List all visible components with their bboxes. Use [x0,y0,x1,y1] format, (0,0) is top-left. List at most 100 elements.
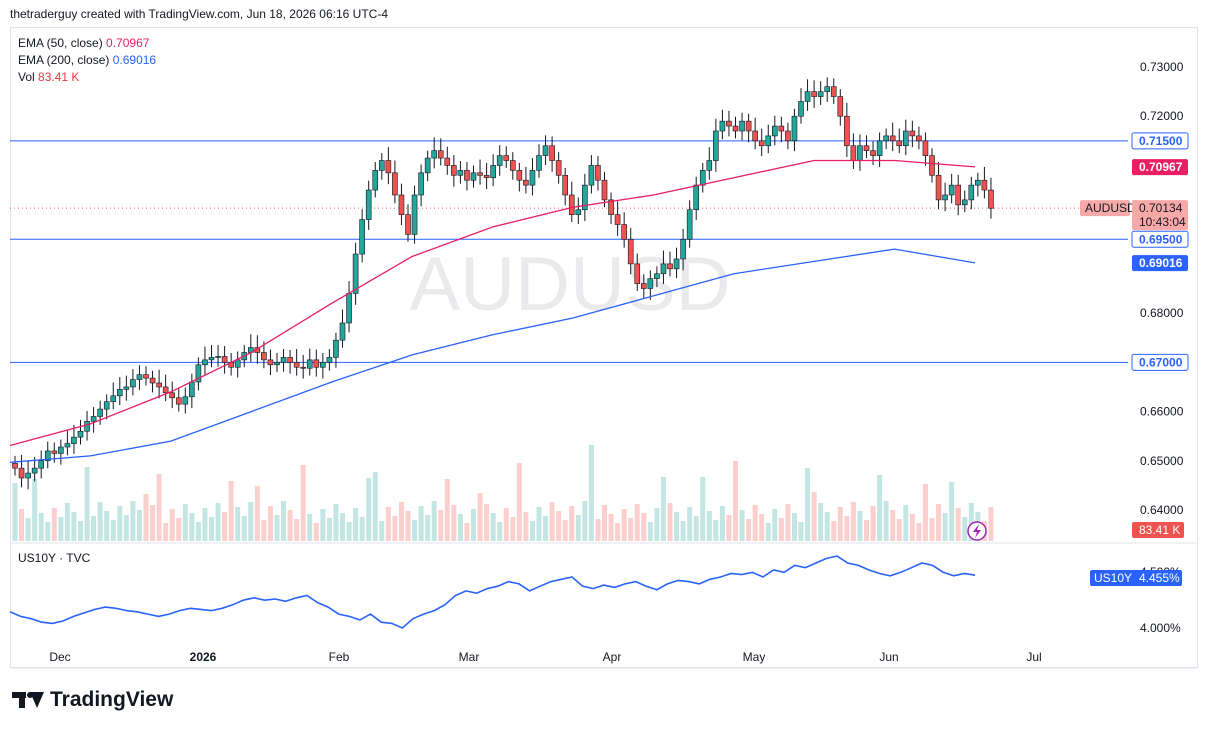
candle[interactable] [175,387,182,412]
candle[interactable] [431,137,438,169]
candle[interactable] [359,209,365,263]
price-badge[interactable]: 0.70967 [1132,159,1188,176]
candle[interactable] [483,162,490,190]
candle[interactable] [555,152,562,184]
candle[interactable] [909,120,916,148]
price-badge[interactable]: 0.69500 [1131,230,1189,248]
candle[interactable] [719,109,726,140]
candle[interactable] [758,128,765,157]
candle[interactable] [90,407,97,433]
candle[interactable] [496,145,503,176]
candle[interactable] [739,112,745,141]
candle[interactable] [627,227,634,275]
ema200-legend[interactable]: EMA (200, close) 0.69016 [18,53,157,67]
candle[interactable] [660,250,667,285]
candle[interactable] [202,346,208,376]
candle[interactable] [824,77,831,102]
candle[interactable] [189,373,195,409]
candle[interactable] [293,349,300,376]
candle[interactable] [595,156,601,191]
candle[interactable] [582,173,588,222]
candle[interactable] [916,126,922,150]
candle[interactable] [320,352,326,379]
candle[interactable] [614,201,621,236]
candle[interactable] [267,349,274,376]
candle[interactable] [575,197,582,225]
candle[interactable] [97,400,103,425]
candle[interactable] [647,270,654,300]
candle[interactable] [713,118,719,172]
candle[interactable] [84,411,90,441]
candle[interactable] [791,108,798,152]
candle[interactable] [117,377,123,406]
candle[interactable] [326,349,333,371]
candle[interactable] [44,441,51,469]
candle[interactable] [765,124,772,154]
candle[interactable] [333,332,339,368]
price-badge[interactable]: 0.67000 [1131,353,1189,371]
candle[interactable] [588,155,595,194]
candle[interactable] [162,374,169,402]
candle[interactable] [424,150,431,182]
candle[interactable] [621,212,627,248]
candle[interactable] [261,341,267,369]
candle[interactable] [857,134,863,171]
candle[interactable] [300,354,307,379]
candle[interactable] [568,181,575,223]
candle[interactable] [130,369,136,396]
candle[interactable] [411,185,418,244]
candle[interactable] [798,88,804,124]
candle[interactable] [352,242,359,305]
candle[interactable] [38,450,45,479]
candle[interactable] [876,132,883,167]
candle[interactable] [195,357,202,391]
candle[interactable] [830,78,837,104]
candle[interactable] [398,183,405,226]
candle[interactable] [961,190,968,213]
candle[interactable] [699,162,706,193]
candle[interactable] [523,166,529,194]
candle[interactable] [313,349,320,377]
candle[interactable] [477,159,483,185]
candle[interactable] [640,274,647,298]
candle[interactable] [948,173,955,204]
candle[interactable] [25,460,31,490]
us10y-legend[interactable]: US10Y · TVC [18,551,91,565]
candle[interactable] [372,161,379,198]
candle[interactable] [215,345,221,367]
candle[interactable] [680,228,686,271]
candle[interactable] [123,375,130,401]
candle[interactable] [444,146,451,175]
candle[interactable] [549,136,555,172]
candle[interactable] [837,89,844,126]
candle[interactable] [693,176,700,221]
candle[interactable] [509,152,516,180]
candle[interactable] [503,146,510,168]
candle[interactable] [778,116,785,143]
candle[interactable] [686,200,693,248]
ema50-legend[interactable]: EMA (50, close) 0.70967 [18,36,150,50]
candle[interactable] [18,454,25,488]
candle[interactable] [306,348,313,376]
candle[interactable] [437,138,444,166]
candle[interactable] [673,247,680,279]
candle[interactable] [542,135,549,165]
candle[interactable] [955,174,962,216]
candle[interactable] [870,141,876,165]
candle[interactable] [804,79,811,111]
candle[interactable] [274,352,280,373]
candle[interactable] [156,369,162,399]
candle[interactable] [562,167,569,206]
candle[interactable] [405,204,411,242]
candle[interactable] [889,122,896,152]
candle[interactable] [785,122,791,150]
candle[interactable] [942,182,948,212]
candle[interactable] [470,165,477,188]
candle[interactable] [346,281,352,333]
candle[interactable] [136,365,143,390]
candle[interactable] [935,161,942,210]
candle[interactable] [634,253,641,291]
candle[interactable] [752,117,758,150]
volume-legend[interactable]: Vol 83.41 K [18,70,80,84]
